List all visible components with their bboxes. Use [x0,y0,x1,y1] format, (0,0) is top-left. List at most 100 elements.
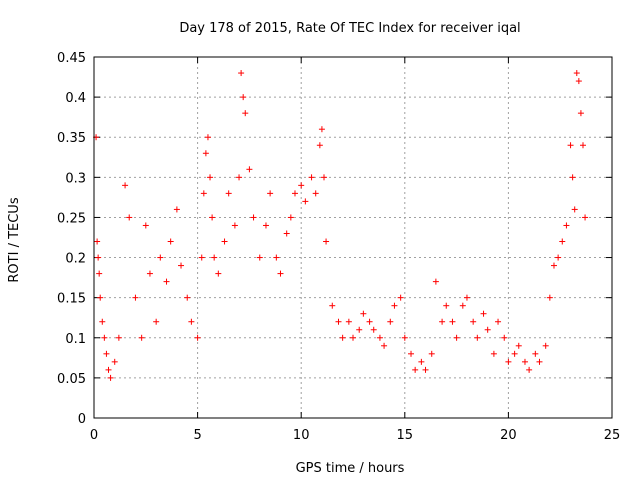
data-point [107,374,114,381]
data-point [449,318,456,325]
y-tick-label: 0.25 [57,211,86,226]
data-point [480,310,487,317]
data-point [277,270,284,277]
data-point [225,190,232,197]
data-point [308,174,315,181]
data-point [575,78,582,85]
data-point [579,142,586,149]
grid-layer [94,57,612,418]
data-point [215,270,222,277]
data-point [95,254,102,261]
data-point [401,334,408,341]
data-point [178,262,185,269]
data-point [202,150,209,157]
x-tick-label: 0 [90,428,98,443]
data-point [484,326,491,333]
tick-layer: 0 5 10 15 20 25 0 0.05 0.1 0.15 0.2 0.25 0.3 0.35 0.4 0… [57,51,620,443]
data-point [490,350,497,357]
data-point [370,326,377,333]
data-point [387,318,394,325]
data-point [320,174,327,181]
data-point [94,238,101,245]
y-tick-label: 0.4 [65,91,86,106]
data-point [173,206,180,213]
data-point [283,230,290,237]
data-point [439,318,446,325]
data-point [157,254,164,261]
data-point [356,326,363,333]
data-point [329,302,336,309]
data-point [335,318,342,325]
data-point [142,222,149,229]
data-point [582,214,589,221]
data-point [184,294,191,301]
data-point [188,318,195,325]
data-point [345,318,352,325]
data-point [291,190,298,197]
data-point [366,318,373,325]
data-point [567,142,574,149]
data-points [93,70,589,381]
data-point [167,238,174,245]
data-point [97,294,104,301]
data-point [542,342,549,349]
data-point [559,238,566,245]
data-point [432,278,439,285]
data-point [163,278,170,285]
data-point [99,318,106,325]
data-point [236,174,243,181]
data-point [246,166,253,173]
data-point [408,350,415,357]
data-point [273,254,280,261]
plot-frame [93,56,613,419]
data-point [298,182,305,189]
data-point [126,214,133,221]
data-point [470,318,477,325]
y-tick-label: 0.1 [65,332,86,347]
y-axis-label: ROTI / TECUs [7,197,22,282]
data-point [391,302,398,309]
data-point [287,214,294,221]
data-point [138,334,145,341]
data-point [111,358,118,365]
data-point [532,350,539,357]
data-point [200,190,207,197]
data-point [376,334,383,341]
x-tick-label: 5 [193,428,201,443]
data-point [577,110,584,117]
data-point [96,270,103,277]
data-point [555,254,562,261]
data-point [207,174,214,181]
data-point [505,358,512,365]
y-tick-label: 0.2 [65,252,86,267]
data-point [418,358,425,365]
chart-title: Day 178 of 2015, Rate Of TEC Index for r… [179,21,520,36]
data-point [122,182,129,189]
data-point [209,214,216,221]
data-point [526,366,533,373]
data-point [515,342,522,349]
data-point [267,190,274,197]
data-point [318,126,325,133]
y-tick-label: 0.45 [57,51,86,66]
data-point [381,342,388,349]
data-point [240,94,247,101]
data-point [146,270,153,277]
y-tick-label: 0.15 [57,292,86,307]
x-tick-label: 20 [500,428,517,443]
data-point [198,254,205,261]
data-point [521,358,528,365]
data-point [546,294,553,301]
data-point [312,190,319,197]
data-point [412,366,419,373]
data-point [105,366,112,373]
data-point [459,302,466,309]
data-point [115,334,122,341]
data-point [563,222,570,229]
data-point [571,206,578,213]
data-point [422,366,429,373]
data-point [536,358,543,365]
data-point [316,142,323,149]
data-point [339,334,346,341]
data-point [238,70,245,77]
